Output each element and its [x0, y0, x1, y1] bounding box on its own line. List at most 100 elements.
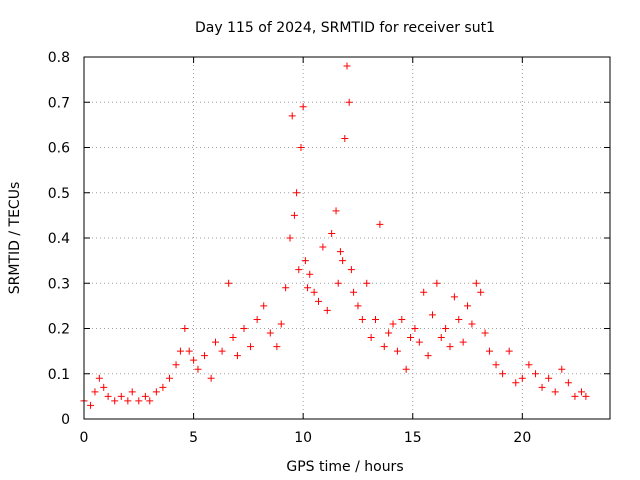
- y-tick-label: 0.6: [48, 141, 70, 157]
- y-tick-label: 0.5: [48, 186, 70, 202]
- data-point: [531, 370, 539, 378]
- data-point: [485, 347, 493, 355]
- data-point: [468, 320, 476, 328]
- data-point: [266, 329, 274, 337]
- data-point: [464, 302, 472, 310]
- data-point: [582, 392, 590, 400]
- data-point: [571, 392, 579, 400]
- data-point: [146, 397, 154, 405]
- data-point: [117, 392, 125, 400]
- data-point: [389, 320, 397, 328]
- data-point: [159, 383, 167, 391]
- data-point: [194, 365, 202, 373]
- data-point: [301, 257, 309, 265]
- data-point: [512, 379, 520, 387]
- data-point: [442, 325, 450, 332]
- data-point: [293, 189, 301, 197]
- x-tick-label: 5: [189, 430, 198, 446]
- data-point: [558, 365, 566, 373]
- data-point: [218, 347, 226, 355]
- data-point: [306, 270, 314, 278]
- y-axis-label: SRMTID / TECUs: [7, 182, 23, 295]
- data-point: [190, 356, 198, 364]
- data-point: [505, 347, 513, 355]
- data-point: [295, 266, 303, 274]
- data-point: [229, 334, 237, 342]
- x-tick-label: 10: [294, 430, 312, 446]
- data-point: [319, 243, 327, 251]
- y-tick-label: 0.2: [48, 322, 70, 338]
- data-point: [420, 288, 428, 296]
- data-point: [212, 338, 219, 346]
- x-tick-label: 20: [513, 430, 531, 446]
- data-points: [80, 62, 590, 409]
- grid: [84, 57, 610, 419]
- data-point: [334, 279, 342, 287]
- data-point: [225, 279, 233, 287]
- data-point: [446, 343, 454, 351]
- data-point: [304, 284, 312, 292]
- data-point: [363, 279, 371, 287]
- data-point: [358, 315, 366, 323]
- data-point: [538, 383, 546, 391]
- data-point: [472, 279, 480, 287]
- data-point: [551, 388, 559, 396]
- data-point: [95, 374, 103, 382]
- data-point: [323, 306, 331, 314]
- data-point: [492, 361, 500, 369]
- data-point: [288, 112, 296, 120]
- data-point: [385, 329, 393, 337]
- data-point: [499, 370, 507, 378]
- data-point: [450, 293, 458, 301]
- y-tick-label: 0.1: [48, 367, 70, 383]
- data-point: [201, 352, 209, 360]
- data-point: [91, 388, 99, 396]
- data-point: [286, 234, 294, 242]
- data-point: [407, 334, 415, 342]
- data-point: [341, 134, 349, 142]
- data-point: [253, 315, 261, 323]
- data-point: [393, 347, 401, 355]
- data-point: [247, 343, 255, 351]
- data-point: [455, 315, 463, 323]
- data-point: [477, 288, 485, 296]
- data-point: [336, 248, 344, 256]
- data-point: [260, 302, 268, 310]
- data-point: [277, 320, 285, 328]
- data-point: [398, 315, 406, 323]
- data-point: [350, 288, 358, 296]
- data-point: [165, 374, 173, 382]
- data-point: [233, 352, 241, 360]
- data-point: [481, 329, 489, 337]
- data-point: [343, 62, 351, 70]
- data-point: [437, 334, 445, 342]
- data-point: [428, 311, 436, 319]
- data-point: [424, 352, 432, 360]
- data-point: [315, 297, 323, 305]
- data-point: [545, 374, 553, 382]
- axis-ticks: 0 0.1 0.2 0.3 0.4 0.5 0.6 0.7 0.8 0 5 10 15 20: [48, 50, 610, 446]
- x-axis-label: GPS time / hours: [286, 459, 403, 475]
- x-tick-label: 0: [80, 430, 89, 446]
- data-point: [402, 365, 410, 373]
- data-point: [411, 325, 419, 332]
- data-point: [100, 383, 108, 391]
- data-point: [141, 392, 149, 400]
- data-point: [376, 220, 384, 228]
- data-point: [104, 392, 112, 400]
- data-point: [345, 98, 353, 106]
- data-point: [347, 266, 355, 274]
- data-point: [578, 388, 586, 396]
- data-point: [128, 388, 136, 396]
- data-point: [433, 279, 441, 287]
- data-point: [525, 361, 533, 369]
- data-point: [87, 401, 95, 409]
- data-point: [415, 338, 423, 346]
- x-tick-label: 15: [404, 430, 422, 446]
- data-point: [332, 207, 340, 215]
- data-point: [207, 374, 215, 382]
- y-tick-label: 0.8: [48, 50, 70, 66]
- data-point: [111, 397, 119, 405]
